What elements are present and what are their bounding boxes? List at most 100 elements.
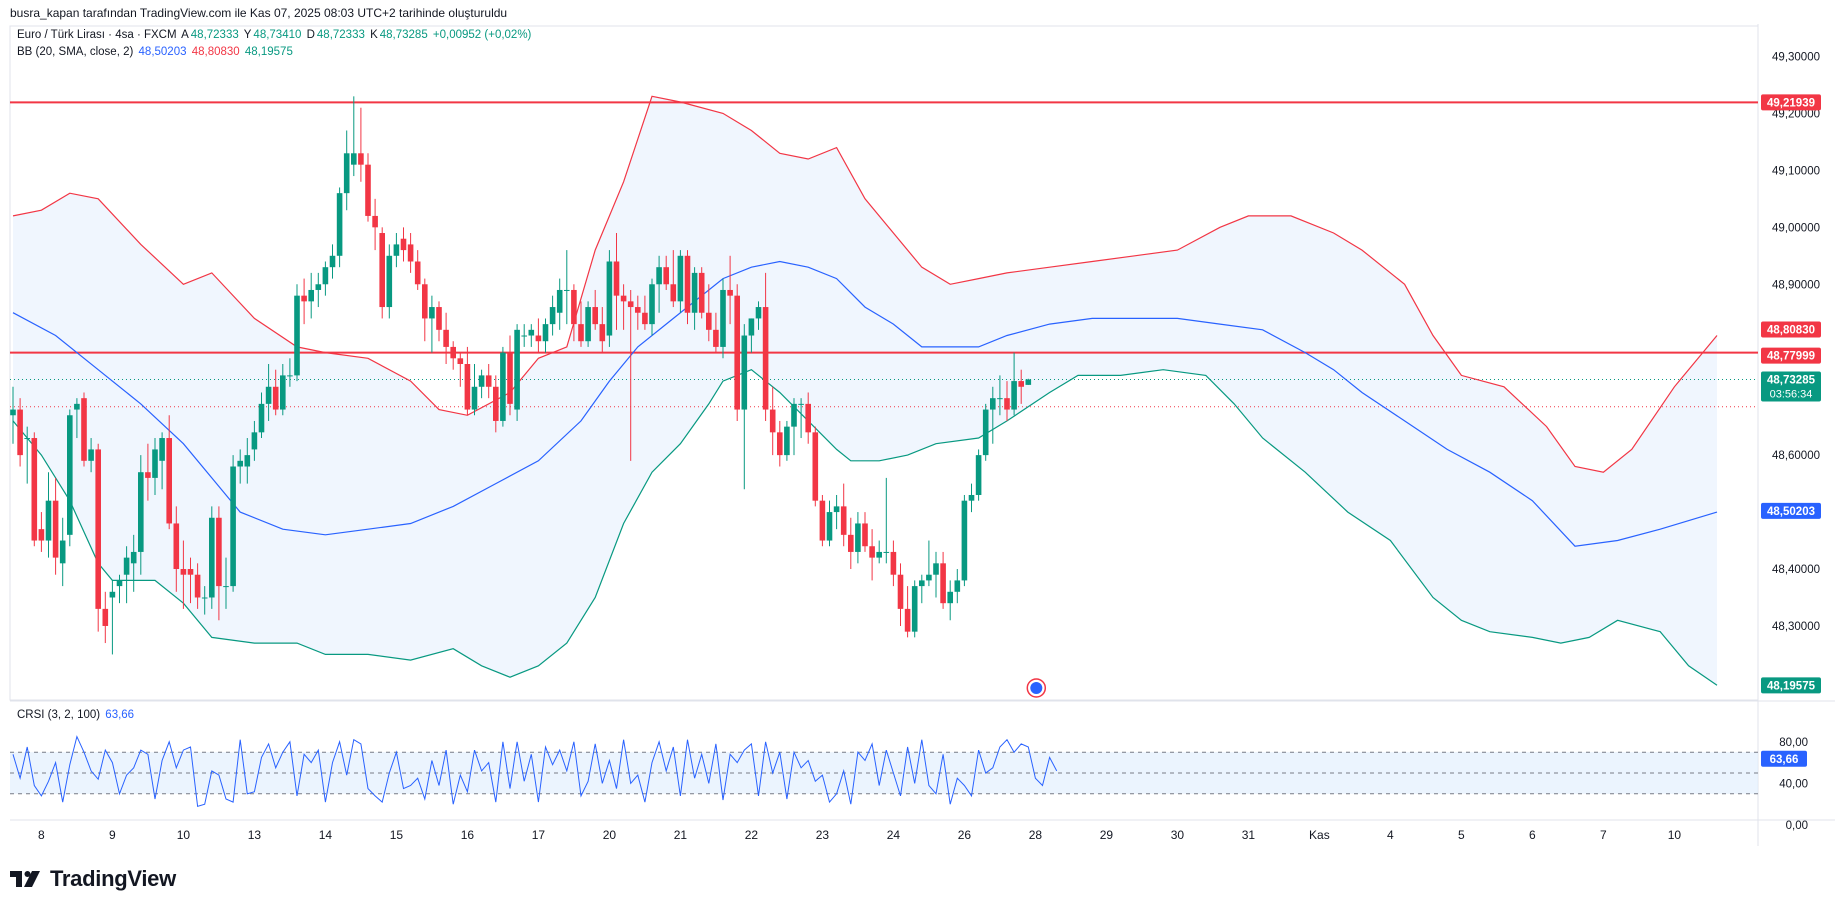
candle-body (38, 529, 45, 541)
candle-body (542, 324, 549, 342)
candle-body (379, 233, 385, 308)
crsi-label: CRSI (3, 2, 100) (17, 709, 101, 721)
candle-body (940, 563, 946, 604)
candle-body (308, 289, 314, 302)
candle-body (436, 307, 442, 330)
candle-body (152, 449, 158, 478)
time-tick-label: 21 (674, 828, 688, 842)
candle-body (812, 432, 819, 501)
candle-body (301, 295, 307, 302)
price-tick-label: 49,10000 (1772, 165, 1820, 177)
candle-body (216, 517, 222, 587)
time-tick-label: 17 (532, 828, 546, 842)
candle-body (244, 455, 251, 467)
candle-body (123, 557, 130, 575)
candle-body (88, 449, 94, 461)
candle-body (982, 409, 989, 456)
candle-body (251, 432, 258, 450)
candle-body (592, 307, 598, 325)
candle-body (478, 375, 485, 387)
price-change: +0,00952 (+0,02%) (432, 29, 532, 41)
time-tick-label: 31 (1242, 828, 1256, 842)
candle-body (571, 289, 577, 325)
candle-body (194, 574, 201, 598)
candle-body (223, 586, 229, 588)
candle-body (138, 472, 144, 552)
candle-body (819, 500, 826, 541)
candle-body (599, 324, 606, 342)
ohlc-low-key: D (306, 29, 315, 41)
price-tick-label: 49,00000 (1772, 222, 1820, 234)
candle-body (230, 466, 236, 587)
candle-body (116, 580, 123, 587)
candle-body (805, 403, 811, 433)
candle-body (620, 295, 627, 302)
bollinger-band-fill (13, 96, 1717, 686)
candle-body (975, 455, 982, 495)
candle-body (798, 403, 804, 405)
bollinger-lower-line (12, 369, 1718, 686)
candle-body (656, 267, 662, 285)
candle-body (642, 312, 648, 325)
tradingview-logo[interactable]: TradingView (10, 866, 176, 892)
time-tick-label: 16 (461, 828, 475, 842)
candle-body (784, 426, 790, 456)
candle-body (372, 215, 378, 228)
candle-body (24, 438, 30, 440)
candle-body (627, 301, 634, 308)
candle-body (840, 506, 847, 535)
candle-body (528, 329, 535, 336)
time-tick-label: 5 (1458, 828, 1465, 842)
ohlc-close-key: K (370, 29, 378, 41)
candle-body (578, 324, 584, 342)
candle-body (74, 403, 80, 410)
candle-body (237, 460, 243, 467)
tradingview-logo-icon (10, 871, 40, 887)
candle-body (947, 591, 953, 604)
ohlc-low: 48,72333 (316, 29, 365, 41)
candle-body (727, 289, 733, 296)
price-badge (1761, 347, 1821, 364)
candle-body (649, 284, 655, 325)
candle-body (670, 284, 677, 302)
candle-body (791, 403, 797, 427)
candle-body (429, 307, 435, 319)
candle-body (855, 523, 861, 552)
candle-body (166, 438, 172, 524)
candle-body (109, 591, 116, 598)
time-tick-label: 8 (38, 828, 45, 842)
candle-body (720, 289, 726, 347)
candle-body (1025, 379, 1032, 385)
ohlc-open: 48,72333 (190, 29, 239, 41)
time-tick-label: 6 (1529, 828, 1536, 842)
candle-body (706, 312, 712, 330)
candle-body (1004, 398, 1010, 410)
candle-body (869, 546, 875, 558)
candle-body (990, 398, 996, 410)
candle-body (365, 164, 371, 216)
candle-body (500, 352, 506, 421)
candle-body (514, 329, 520, 410)
price-badge-label: 48,50203 (1767, 506, 1815, 518)
price-tick-label: 49,20000 (1772, 108, 1820, 120)
time-tick-label: 7 (1600, 828, 1607, 842)
candle-body (450, 346, 456, 359)
ohlc-close: 48,73285 (379, 29, 428, 41)
time-tick-label: 29 (1100, 828, 1114, 842)
candle-body (95, 449, 101, 609)
candle-body (272, 386, 279, 410)
candle-body (904, 608, 911, 632)
candle-body (485, 375, 492, 387)
candle-body (911, 586, 918, 632)
time-tick-label: Kas (1309, 828, 1330, 842)
time-tick-label: 9 (109, 828, 116, 842)
candle-body (833, 506, 840, 513)
time-tick-label: 4 (1387, 828, 1394, 842)
candle-body (209, 517, 215, 598)
candle-body (159, 438, 165, 461)
crsi-legend: CRSI (3, 2, 100) 63,66 (17, 709, 136, 721)
candle-body (17, 409, 23, 456)
ohlc-high: 48,73410 (253, 29, 302, 41)
candle-body (1018, 381, 1024, 387)
